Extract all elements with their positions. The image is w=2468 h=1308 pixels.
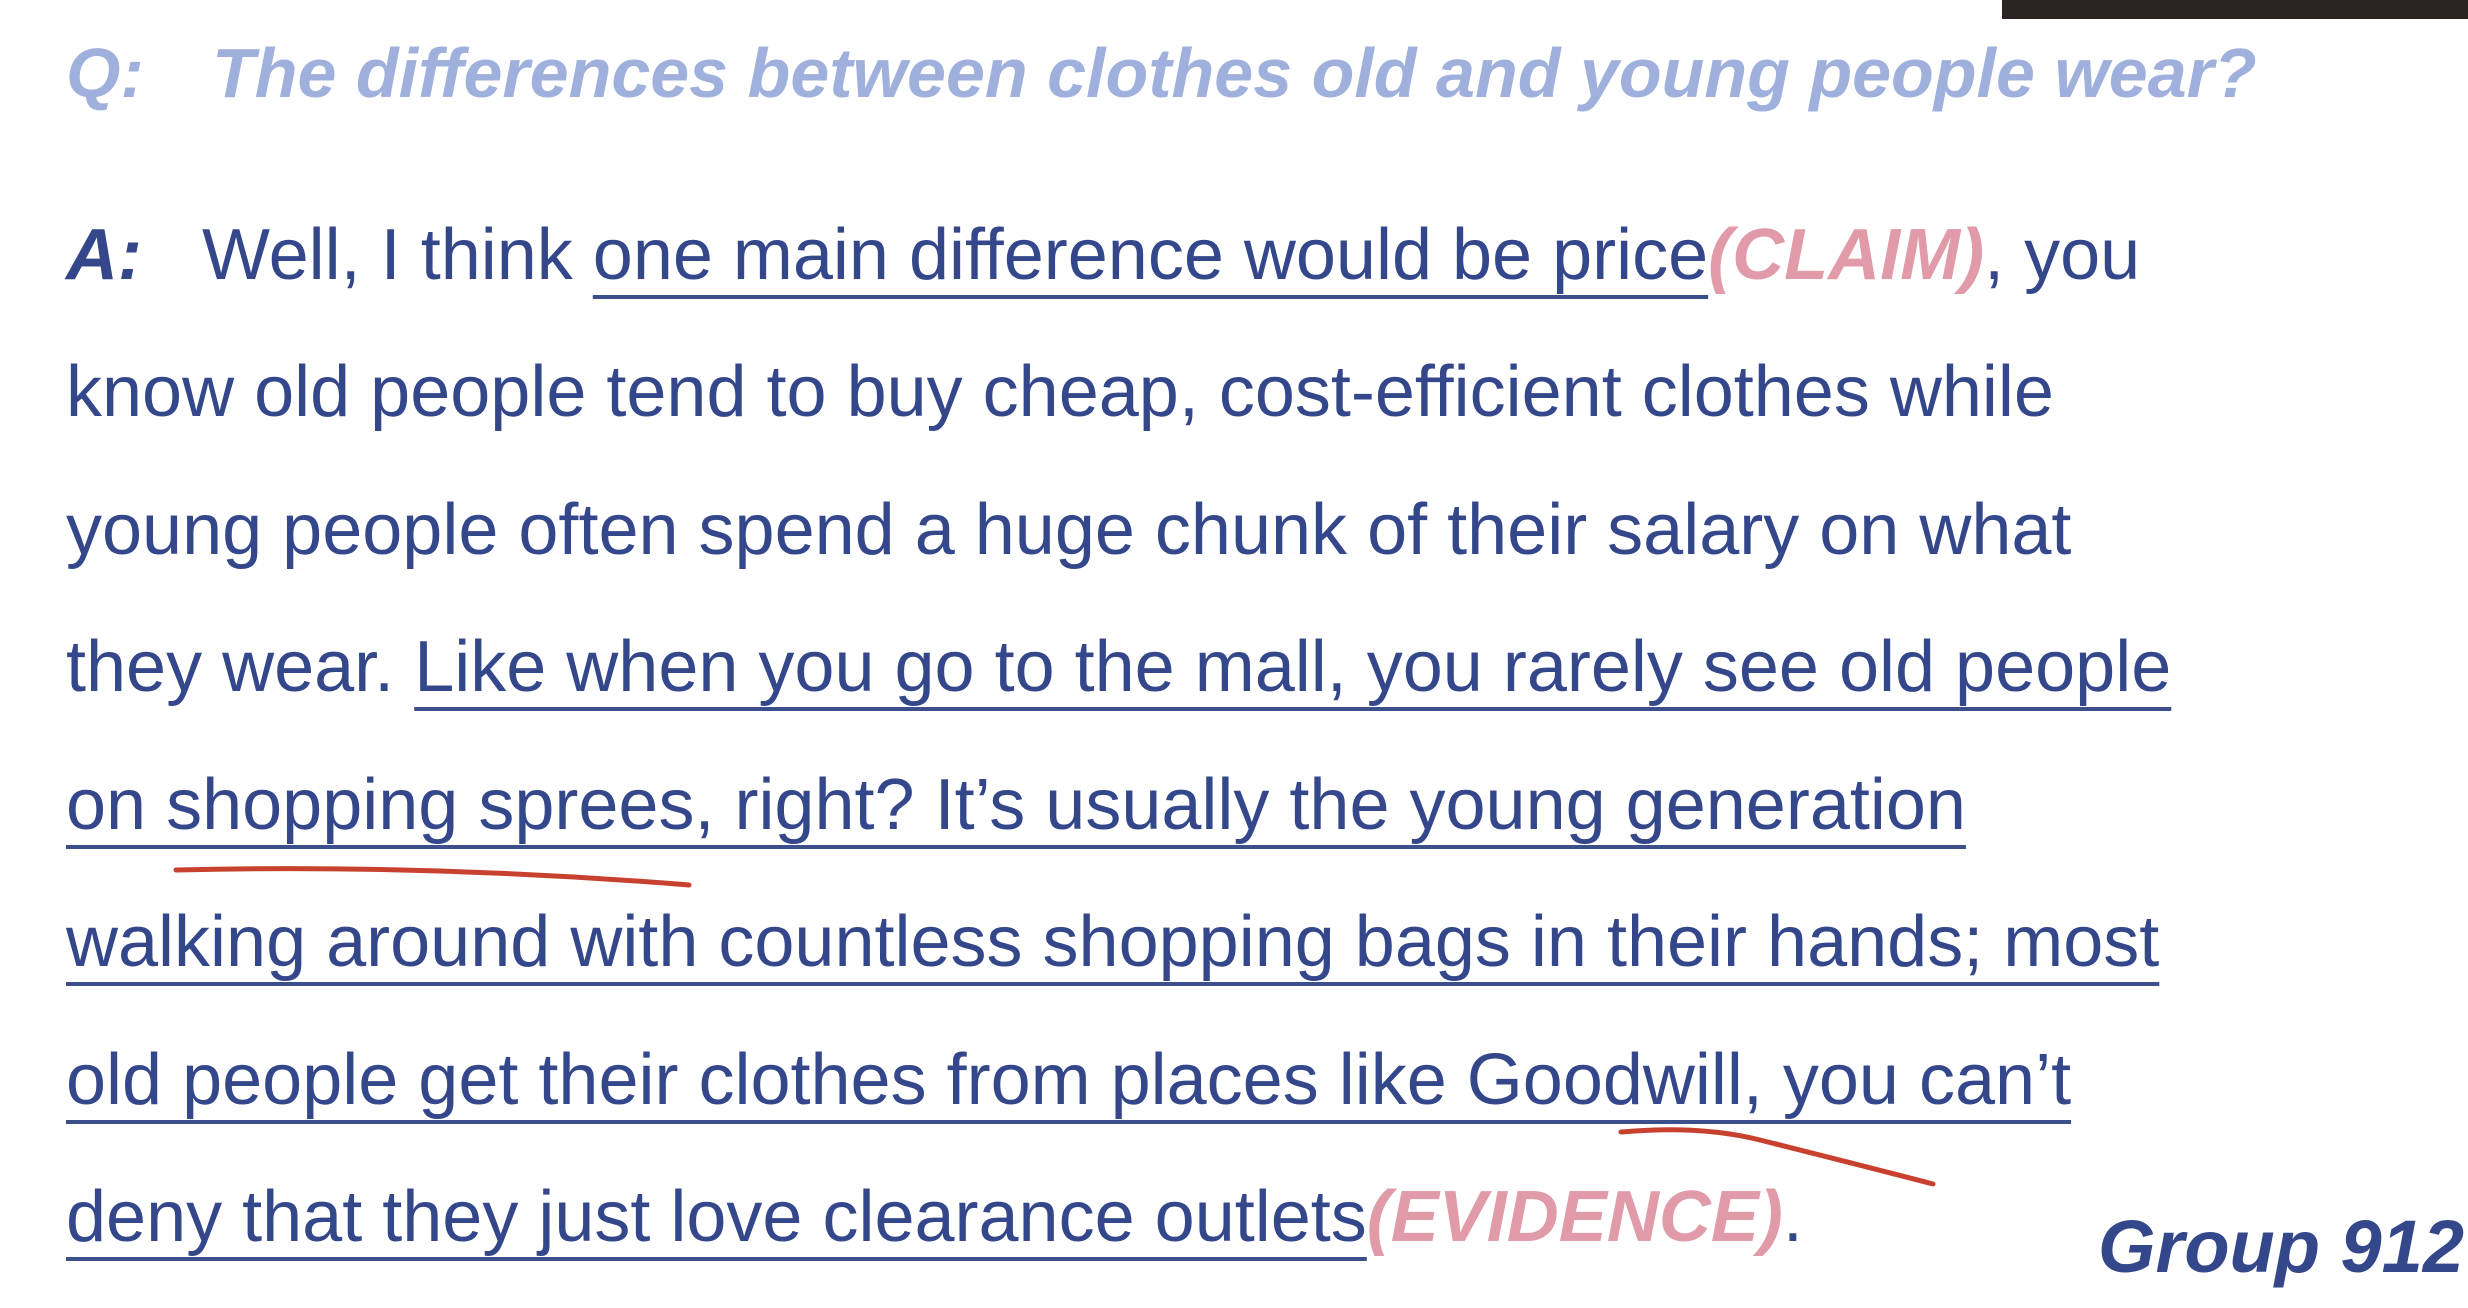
text: know old people tend to buy cheap, cost-… (66, 352, 2054, 432)
text: they wear. (66, 627, 415, 707)
group-label: Group 912 (2098, 1205, 2464, 1288)
evidence-text: old people get their clothes from places… (66, 1040, 2072, 1120)
answer-line: A: Well, I think one main difference woul… (66, 219, 2140, 291)
answer-line: deny that they just love clearance outle… (66, 1181, 1803, 1253)
evidence-text: Like when you go to the mall, you rarely… (414, 627, 2172, 707)
evidence-text: deny that they just love clearance outle… (66, 1177, 1367, 1257)
evidence-text: walking around with countless shopping b… (66, 902, 2160, 982)
claim-text: one main difference would be price (592, 215, 1709, 295)
answer-line: they wear. Like when you go to the mall,… (66, 631, 2171, 703)
answer-line: young people often spend a huge chunk of… (66, 494, 2071, 566)
question-label: Q: (66, 34, 144, 112)
answer-line: old people get their clothes from places… (66, 1044, 2071, 1116)
answer-line: know old people tend to buy cheap, cost-… (66, 356, 2054, 428)
evidence-text: on shopping sprees, right? It’s usually … (66, 765, 1966, 845)
answer-line: on shopping sprees, right? It’s usually … (66, 769, 1966, 841)
evidence-tag: (EVIDENCE) (1366, 1177, 1783, 1257)
video-corner (2002, 0, 2468, 19)
text: . (1782, 1177, 1803, 1257)
answer-label: A: (66, 215, 142, 295)
text: Well, I think (201, 215, 593, 295)
answer-line: walking around with countless shopping b… (66, 906, 2159, 978)
pen-stroke (173, 866, 692, 888)
text: young people often spend a huge chunk of… (66, 490, 2072, 570)
text: , you (1984, 215, 2141, 295)
question-text: The differences between clothes old and … (212, 34, 2257, 112)
pen-stroke (1618, 1127, 1936, 1187)
question: Q: The differences between clothes old a… (66, 38, 2257, 108)
claim-tag: (CLAIM) (1708, 215, 1985, 295)
